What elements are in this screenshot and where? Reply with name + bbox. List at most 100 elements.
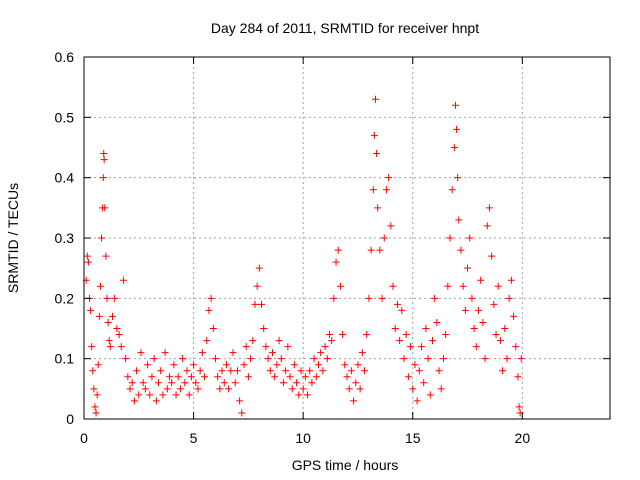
data-point [378,294,386,302]
data-point [119,276,127,284]
data-point [106,343,114,351]
data-point [101,204,109,212]
data-point [260,325,268,332]
data-point [218,367,226,375]
x-tick-label: 15 [405,430,421,446]
data-point [231,379,239,387]
data-point [501,325,509,332]
data-point [168,379,176,387]
data-point [494,282,502,290]
data-point [461,306,469,314]
data-point [361,367,369,375]
data-point [499,367,507,375]
data-point [444,282,452,290]
data-point [103,294,111,302]
data-point [407,343,415,351]
data-point [233,367,241,375]
data-point [369,186,377,194]
data-point [165,373,173,381]
data-point [258,300,266,308]
data-point [163,385,171,393]
data-point [435,367,443,375]
data-point [222,361,230,369]
data-point [391,325,399,332]
data-point [507,276,515,284]
data-point [92,409,100,417]
data-point [271,373,279,381]
data-point [451,101,459,109]
y-tick-label: 0.5 [55,109,75,125]
data-point [317,349,325,357]
data-point [84,258,92,266]
data-point [115,331,123,339]
data-point [413,397,421,405]
data-point [284,343,292,351]
data-point [488,252,496,260]
data-point [459,282,467,290]
data-point [157,367,165,375]
data-point [450,144,458,151]
data-point [275,337,283,345]
x-tick-label: 0 [80,430,88,446]
data-point [505,294,513,302]
data-point [367,246,375,254]
data-point [111,294,119,302]
data-point [282,367,290,375]
data-point [479,318,487,326]
data-point [503,355,511,363]
x-tick-label: 5 [190,430,198,446]
data-point [135,391,143,399]
data-point [512,343,520,351]
data-point [170,361,178,369]
data-point [172,391,180,399]
data-point [446,234,454,242]
data-point [91,403,99,411]
data-point [483,222,491,230]
data-point [266,367,274,375]
data-point [490,300,498,308]
data-point [98,234,106,242]
data-point [244,373,252,381]
data-point [251,300,259,308]
data-point [205,306,213,314]
data-point [236,397,244,405]
data-point [439,355,447,363]
data-point [470,325,478,332]
data-point [187,373,195,381]
data-point [308,379,316,387]
data-point [83,252,91,260]
data-point [183,367,191,375]
data-point [325,331,333,339]
data-point [174,373,182,381]
data-point [105,337,113,345]
data-point [418,343,426,351]
data-point [88,343,96,351]
data-point [485,204,493,212]
data-point [358,349,366,357]
data-point [113,325,121,332]
data-point [477,276,485,284]
data-point [354,361,362,369]
data-point [99,174,107,182]
y-tick-label: 0.3 [55,230,75,246]
data-point [144,361,152,369]
x-tick-label: 10 [295,430,311,446]
data-point [398,306,406,314]
data-point [323,355,331,363]
data-point [93,391,101,399]
data-point [198,349,206,357]
data-point [437,385,445,393]
data-points [82,95,525,417]
y-tick-label: 0.2 [55,290,75,306]
data-point [100,150,108,158]
data-point [90,385,98,393]
data-point [102,252,110,260]
data-point [380,234,388,242]
data-point [420,379,428,387]
data-point [517,355,525,363]
data-point [514,373,522,381]
data-point [374,204,382,212]
data-point [301,373,309,381]
y-tick-label: 0.1 [55,351,75,367]
